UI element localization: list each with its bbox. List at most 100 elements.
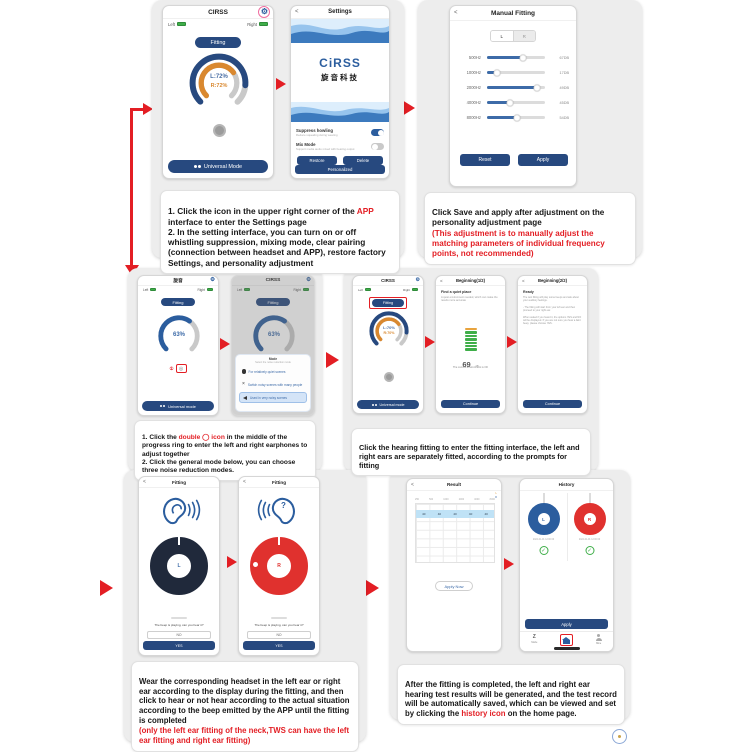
apply-button[interactable]: Apply — [525, 619, 608, 629]
slider-4000hz[interactable] — [487, 99, 545, 106]
fitting-button[interactable]: Fitting — [372, 299, 404, 307]
delete-button[interactable]: Delete — [343, 156, 383, 165]
slider-knob[interactable] — [493, 69, 501, 76]
center-circle-button[interactable] — [384, 372, 394, 382]
right-battery-icon — [412, 288, 418, 291]
fitting-button[interactable]: Fitting — [195, 37, 241, 48]
arrow-step1-to-step1b — [402, 100, 415, 116]
mode-nav-icon: Z — [532, 634, 536, 640]
fitting-button[interactable]: Fitting — [161, 298, 195, 306]
slider-knob[interactable] — [519, 54, 527, 61]
settings-gear-icon[interactable]: ⚙ — [210, 277, 215, 283]
record-letter: R — [587, 516, 592, 522]
slider-1000hz[interactable] — [487, 69, 545, 76]
volume-gauge[interactable]: 63% — [155, 312, 203, 360]
battery-status-row: Left Right — [353, 286, 423, 293]
settings-gear-icon[interactable]: ⚙ — [415, 277, 420, 283]
mix-mode-sub: Support media audio mixed with hearing o… — [296, 147, 355, 151]
yes-button[interactable]: YES — [243, 641, 315, 650]
arrow-step3-to-step3b — [366, 580, 379, 596]
slider-row-8000hz: 8000Hz 54DB — [450, 110, 576, 125]
history-right-record[interactable]: R 2024-01-01 12:00:00 ✓ — [566, 491, 613, 581]
phone-beginning-1: < Beginning(1/2) Find a quiet place A qu… — [435, 275, 506, 414]
slider-knob[interactable] — [533, 84, 541, 91]
ring-notch — [178, 536, 180, 545]
apply-button[interactable]: Apply — [518, 154, 568, 166]
settings-header: < Settings — [291, 6, 389, 19]
universal-mode-bar[interactable]: Universal mode — [142, 401, 214, 411]
mix-mode-toggle[interactable] — [371, 143, 384, 150]
mode-option-very-noisy[interactable]: Used in very noisy scenes — [239, 392, 307, 403]
nav-label: Mine — [596, 641, 602, 645]
caption-step3b: After the fitting is completed, the left… — [397, 664, 625, 726]
fitting-highlight-box: Fitting — [369, 297, 407, 309]
back-icon[interactable]: < — [454, 10, 458, 16]
continue-button[interactable]: Continue — [441, 399, 500, 408]
arrow-step2-to-step2b — [326, 352, 339, 368]
chart-legend: L R — [495, 492, 497, 499]
phone-manual-fitting: < Manual Fitting L R 500Hz 67DB 1000Hz 1… — [449, 5, 577, 187]
app-title-cn: 旋音 — [173, 279, 183, 284]
sheet-subtitle: Select the noise reduction mode — [255, 361, 291, 364]
page-header: < Beginning(2/2) — [518, 276, 587, 286]
reset-button[interactable]: Reset — [460, 154, 510, 166]
no-button[interactable]: NO — [147, 631, 211, 639]
continue-button[interactable]: Continue — [523, 399, 582, 408]
universal-mode-bar[interactable]: Universal mode — [357, 400, 419, 409]
nav-item-mine[interactable]: Mine — [595, 634, 602, 645]
slider-8000hz[interactable] — [487, 114, 545, 121]
caption-step2: 1. Click the double ◯ icon in the middle… — [134, 420, 316, 482]
slider-row-4000hz: 4000Hz 45DB — [450, 95, 576, 110]
right-ear-icon: ? — [257, 493, 301, 527]
page-corner-icon — [612, 729, 627, 744]
right-battery-icon — [259, 21, 268, 27]
segment-left[interactable]: L — [491, 31, 514, 41]
arrow-p1-p2 — [276, 78, 286, 90]
phone-fitting-left: < Fitting L The beep is playing, can you… — [138, 476, 220, 656]
no-button[interactable]: NO — [247, 631, 311, 639]
back-icon[interactable]: < — [143, 479, 146, 485]
back-icon[interactable]: < — [440, 278, 443, 283]
check-icon: ✓ — [539, 546, 548, 555]
yes-button[interactable]: YES — [143, 641, 215, 650]
restore-button[interactable]: Restore — [297, 156, 337, 165]
page-header: < Fitting — [139, 477, 219, 488]
right-battery-icon — [207, 288, 213, 291]
freq-axis-labels: 250 500 1000 2000 4000 8000 — [415, 498, 495, 501]
slider-2000hz[interactable] — [487, 84, 545, 91]
apply-now-button[interactable]: Apply Now — [435, 581, 473, 591]
mode-option-quiet[interactable]: For relatively quiet scenes — [239, 366, 307, 377]
app-header: CIRSS ⚙ — [232, 276, 314, 286]
volume-gauge[interactable]: L:72% R:72% — [186, 50, 252, 116]
segment-right[interactable]: R — [513, 31, 535, 41]
right-volume-value: R:70% — [383, 331, 395, 335]
freq-tick: 250 — [415, 498, 419, 501]
center-circle-button[interactable] — [213, 124, 226, 137]
page-header: < Result — [407, 479, 501, 491]
back-icon[interactable]: < — [243, 479, 246, 485]
ear-segment-control[interactable]: L R — [490, 30, 536, 42]
slider-knob[interactable] — [506, 99, 514, 106]
mode-option-noisy[interactable]: × Switch noisy scenes with many people — [239, 379, 307, 390]
back-icon[interactable]: < — [522, 278, 525, 283]
personalized-button[interactable]: Personalized — [295, 165, 385, 174]
right-volume-value: R:72% — [210, 83, 228, 89]
app-header: CIRSS ⚙ — [353, 276, 423, 286]
left-battery-icon — [365, 288, 372, 291]
fitting-button[interactable]: Fitting — [256, 298, 290, 306]
phone-mode-sheet: CIRSS ⚙ Left Right Fitting 63% Mode Sele… — [231, 275, 315, 416]
history-left-record[interactable]: L 2024-01-01 12:00:00 ✓ — [520, 491, 567, 581]
flow-arrow-into-step1 — [143, 103, 153, 115]
settings-gear-icon[interactable]: ⚙ — [306, 277, 311, 283]
double-circle-button[interactable]: ◎ — [175, 364, 187, 373]
volume-gauge[interactable]: L:70% R:70% — [367, 309, 411, 353]
app-title: CIRSS — [381, 278, 395, 283]
suppress-howling-toggle[interactable] — [371, 129, 384, 136]
nav-item-mode[interactable]: Z Mode — [531, 634, 537, 644]
app-title: CIRSS — [208, 8, 228, 16]
back-icon[interactable]: < — [295, 9, 299, 15]
slider-500hz[interactable] — [487, 54, 545, 61]
universal-mode-bar[interactable]: Universal Mode — [168, 160, 268, 173]
slider-knob[interactable] — [513, 114, 521, 121]
back-icon[interactable]: < — [411, 481, 414, 488]
